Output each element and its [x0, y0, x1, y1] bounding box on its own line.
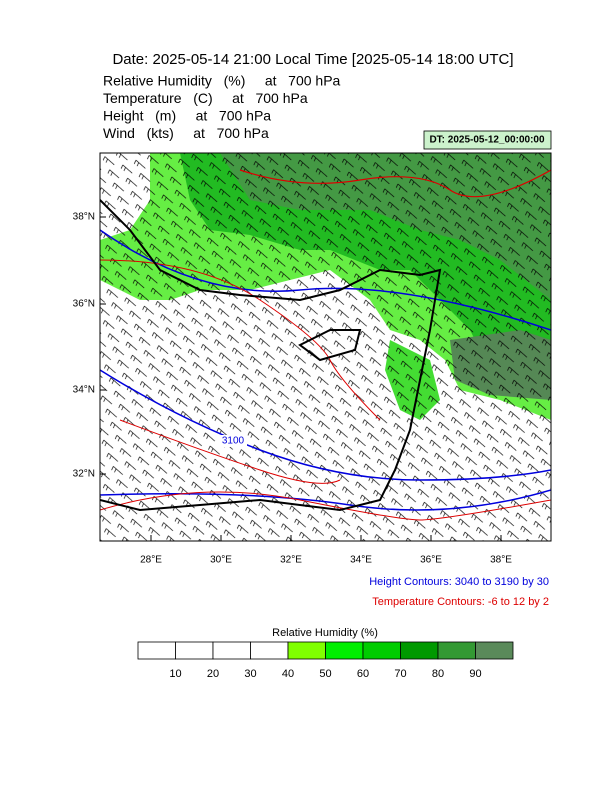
colorbar-label: 10 [169, 668, 181, 680]
temperature-note: Temperature Contours: -6 to 12 by 2 [372, 596, 549, 608]
colorbar-label: 70 [394, 668, 406, 680]
lat-label: 34°N [73, 385, 95, 396]
lon-label: 38°E [490, 555, 512, 566]
colorbar-box [250, 641, 289, 660]
lat-label: 36°N [73, 299, 95, 310]
colorbar-title: Relative Humidity (%) [272, 627, 378, 639]
colorbar-box [287, 641, 326, 660]
field-line: Relative Humidity (%) at 700 hPa [103, 73, 341, 89]
colorbar-box [137, 641, 176, 660]
colorbar-box [362, 641, 401, 660]
field-line: Wind (kts) at 700 hPa [103, 125, 269, 141]
dt-label: DT: 2025-05-12_00:00:00 [429, 135, 545, 146]
dt-box [423, 130, 552, 150]
colorbar-label: 60 [357, 668, 369, 680]
field-line: Temperature (C) at 700 hPa [103, 90, 308, 106]
colorbar-label: 50 [319, 668, 331, 680]
colorbar-box [475, 641, 514, 660]
colorbar-box [175, 641, 214, 660]
field-line: Height (m) at 700 hPa [103, 108, 271, 124]
colorbar-label: 90 [469, 668, 481, 680]
colorbar-box [437, 641, 476, 660]
colorbar-box [212, 641, 251, 660]
title: Date: 2025-05-14 21:00 Local Time [2025-… [112, 51, 513, 68]
lon-label: 32°E [280, 555, 302, 566]
lat-label: 32°N [73, 469, 95, 480]
map-area: 3100 [100, 153, 551, 541]
lon-label: 34°E [350, 555, 372, 566]
colorbar-box [325, 641, 364, 660]
colorbar-box [400, 641, 439, 660]
contour-label: 3100 [222, 436, 245, 447]
colorbar-label: 20 [207, 668, 219, 680]
lat-label: 38°N [73, 212, 95, 223]
lon-label: 30°E [210, 555, 232, 566]
map-frame [99, 152, 552, 542]
lon-label: 28°E [140, 555, 162, 566]
colorbar-label: 40 [282, 668, 294, 680]
height-note: Height Contours: 3040 to 3190 by 30 [369, 576, 549, 588]
colorbar-label: 80 [432, 668, 444, 680]
colorbar-label: 30 [244, 668, 256, 680]
lon-label: 36°E [420, 555, 442, 566]
